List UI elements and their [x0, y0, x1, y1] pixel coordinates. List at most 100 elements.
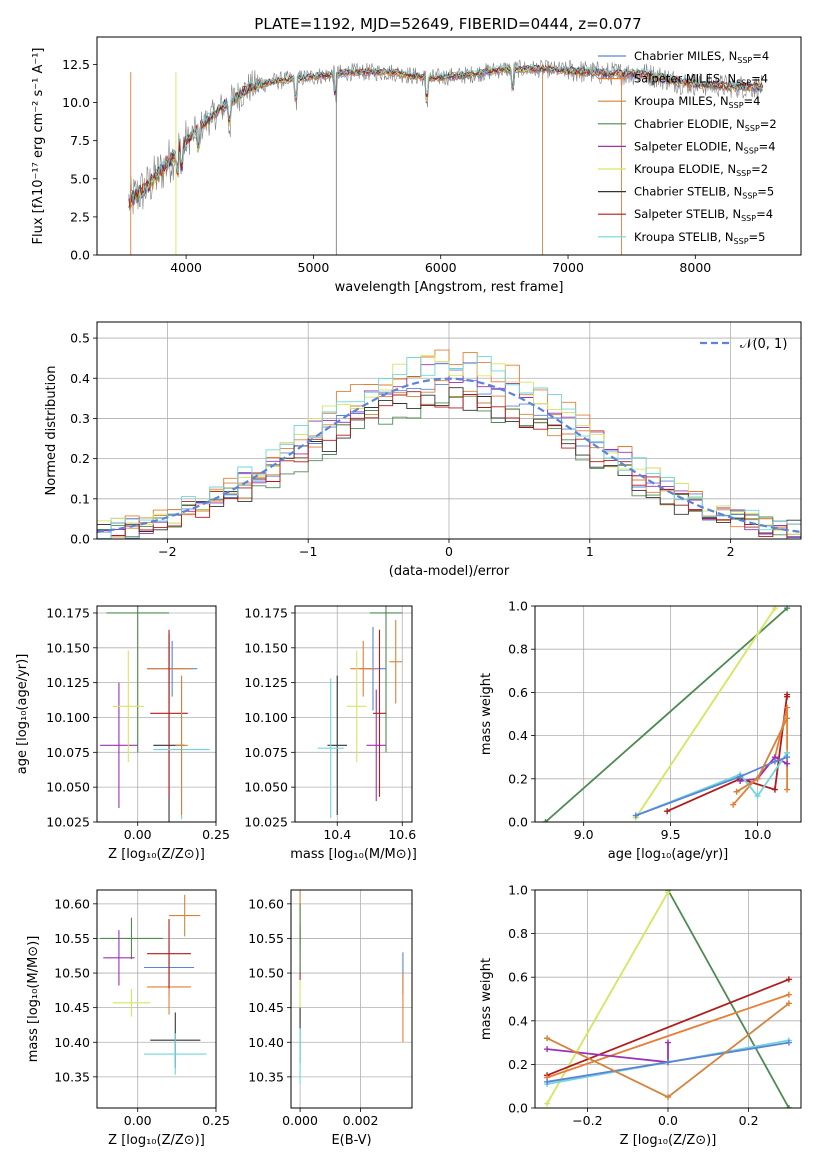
y-tick-label: 10.60	[54, 896, 90, 911]
weight-point-marker	[632, 812, 639, 819]
y-tick-label: 0.0	[70, 248, 90, 263]
x-axis-label: Z [log₁₀(Z/Z⊙)]	[620, 1133, 717, 1148]
errorbar-point	[366, 689, 386, 802]
y-tick-label: 10.50	[54, 966, 90, 981]
x-tick-label: 9.0	[574, 827, 594, 842]
residual-histogram	[97, 391, 801, 539]
y-tick-label: 10.45	[54, 1000, 90, 1015]
weight-series-line	[635, 607, 776, 819]
y-tick-label: 0.5	[70, 331, 90, 346]
y-tick-label: 12.5	[62, 57, 90, 72]
legend-label: Kroupa ELODIE, NSSP=2	[634, 162, 768, 178]
x-tick-label: 2	[727, 544, 735, 559]
weight-point-marker	[784, 715, 791, 722]
axes-frame	[96, 889, 217, 1109]
plot-area	[299, 890, 404, 1084]
axes-frame	[290, 889, 413, 1109]
weight-point-marker	[784, 786, 791, 793]
x-tick-label: 1	[586, 544, 594, 559]
x-tick-label: 0.2	[739, 1113, 759, 1128]
errorbar-point	[350, 640, 377, 697]
spectrum-panel: 4000 5000 6000 7000 8000 0.0 2.5 5.0 7.5 10.0 12.5…	[31, 36, 802, 295]
x-tick-label: 10.0	[744, 827, 772, 842]
y-tick-label: 10.150	[244, 640, 288, 655]
weight-series-line	[635, 752, 788, 817]
weight-point-marker	[784, 693, 791, 700]
x-tick-label: −0.2	[572, 1113, 602, 1128]
y-tick-label: 10.55	[248, 931, 284, 946]
weight-point-marker	[544, 1046, 551, 1053]
plot-area	[100, 894, 207, 1075]
weight-point-marker	[542, 819, 549, 822]
model-spectrum-line	[128, 67, 764, 204]
x-tick-label: 0.25	[202, 1113, 230, 1128]
weight-point-marker	[544, 1035, 551, 1042]
y-tick-label: 10.075	[46, 745, 90, 760]
x-tick-label: 0.00	[124, 827, 152, 842]
weight-point-marker	[785, 991, 792, 998]
x-axis-label: Z [log₁₀(Z/Z⊙)]	[108, 847, 205, 862]
legend: Chabrier MILES, NSSP=4 Salpeter MILES, NS…	[598, 49, 777, 246]
y-axis-label: Flux [fλ10⁻¹⁷ erg cm⁻² s⁻¹ A⁻¹]	[31, 48, 46, 245]
axes-frame	[534, 889, 802, 1109]
weight-series-line	[546, 978, 790, 1077]
errorbar-point	[143, 1033, 207, 1075]
errorbar-point	[373, 629, 386, 797]
x-tick-label: −1	[299, 544, 317, 559]
plot-area	[544, 890, 792, 1108]
errorbar-point	[175, 675, 188, 816]
weight-point-marker	[784, 754, 791, 761]
x-axis-label: Z [log₁₀(Z/Z⊙)]	[108, 1133, 205, 1148]
weight-point-marker	[785, 1039, 792, 1046]
weight-point-marker	[730, 801, 737, 808]
y-tick-label: 10.150	[46, 640, 90, 655]
errorbar-point	[389, 619, 403, 704]
y-tick-label: 10.40	[248, 1035, 284, 1050]
age-vs-metallicity-panel: 0.00 0.25 10.025 10.050 10.075 10.100 10.125 10…	[15, 605, 230, 862]
plot-area	[97, 349, 801, 539]
y-tick-label: 0.1	[70, 491, 90, 506]
y-tick-label: 0.4	[508, 1013, 528, 1028]
y-tick-label: 0.2	[508, 1057, 528, 1072]
x-tick-label: 0.25	[202, 827, 230, 842]
y-tick-label: 10.55	[54, 931, 90, 946]
legend-label: Salpeter STELIB, NSSP=4	[634, 207, 773, 223]
weight-point-marker	[665, 1059, 671, 1066]
weight-point-marker	[754, 793, 761, 800]
y-tick-label: 10.100	[46, 710, 90, 725]
errorbar-point	[112, 650, 144, 763]
weight-vs-age-panel: 9.0 9.5 10.0 0.0 0.2 0.4 0.6 0.8 1.0 age [log₁₀(a…	[479, 599, 802, 862]
axes-frame	[96, 321, 802, 540]
weight-point-marker	[784, 760, 791, 767]
y-tick-label: 10.125	[46, 675, 90, 690]
plot-area	[317, 606, 403, 818]
weight-point-marker	[785, 1000, 792, 1007]
y-tick-label: 10.40	[54, 1035, 90, 1050]
weight-point-marker	[771, 786, 778, 793]
x-tick-label: 9.5	[661, 827, 681, 842]
y-axis-label: mass weight	[479, 673, 494, 755]
y-tick-label: 0.2	[508, 771, 528, 786]
x-tick-label: −2	[158, 544, 176, 559]
x-tick-label: 5000	[298, 260, 330, 275]
legend-label: Chabrier STELIB, NSSP=5	[634, 185, 774, 201]
y-tick-label: 0.8	[508, 926, 528, 941]
weight-series-line	[635, 756, 788, 817]
x-tick-label: 10.4	[323, 827, 351, 842]
x-axis-label: age [log₁₀(age/yr)]	[608, 847, 729, 862]
y-tick-label: 10.025	[46, 815, 90, 830]
y-tick-label: 10.0	[62, 95, 90, 110]
y-axis-label: mass weight	[479, 958, 494, 1040]
y-tick-label: 0.6	[508, 685, 528, 700]
mass-vs-ebv-panel: 0.000 0.002 10.35 10.40 10.45 10.50 10.55 10.60…	[248, 889, 413, 1148]
errorbar-point	[100, 682, 138, 809]
y-tick-label: 10.050	[244, 780, 288, 795]
y-tick-label: 1.0	[508, 599, 528, 614]
x-tick-label: 7000	[552, 260, 584, 275]
weight-point-marker	[733, 788, 740, 795]
errorbar-point	[150, 629, 188, 797]
y-tick-label: 0.4	[508, 728, 528, 743]
y-tick-label: 10.050	[46, 780, 90, 795]
y-tick-label: 10.50	[248, 966, 284, 981]
